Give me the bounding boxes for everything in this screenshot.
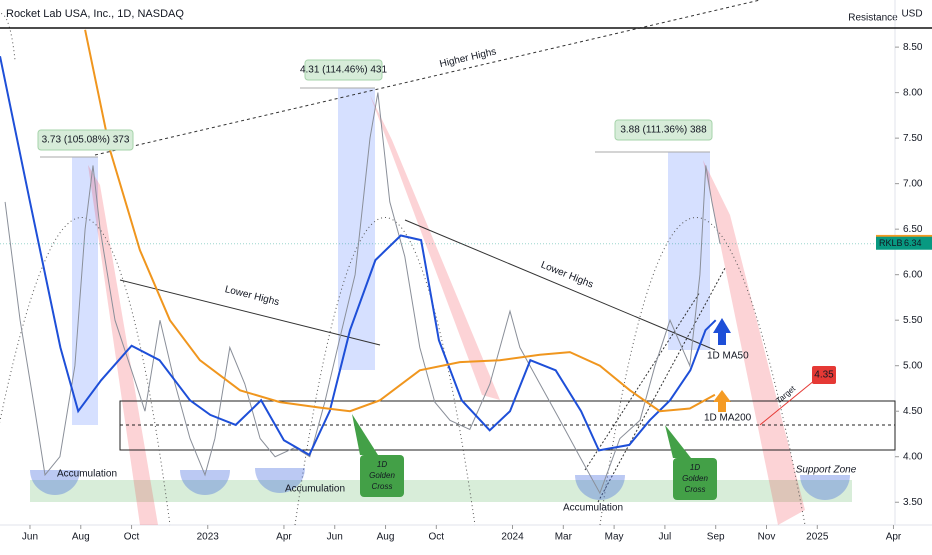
accumulation-bowl	[180, 470, 230, 495]
target-value: 4.35	[814, 370, 834, 381]
y-tick-label: 6.00	[903, 269, 923, 280]
accumulation-bowl	[575, 475, 625, 500]
x-tick-label: Aug	[377, 532, 395, 543]
moving-average	[0, 55, 717, 457]
last-price-badge-label: RKLB	[879, 238, 903, 248]
golden-cross-callout	[352, 414, 378, 455]
x-tick-label: May	[605, 532, 624, 543]
channel-line	[597, 267, 726, 503]
golden-cross-text: Cross	[685, 485, 706, 494]
accumulation-label: Accumulation	[563, 503, 623, 514]
ma50-arrow	[713, 318, 731, 345]
golden-cross-text: Cross	[372, 482, 393, 491]
accumulation-bowl	[800, 475, 850, 500]
rally-box	[338, 88, 375, 370]
y-tick-label: 8.50	[903, 42, 923, 53]
lower-highs-line	[404, 219, 716, 351]
ma50-label: 1D MA50	[707, 351, 749, 362]
decline-zone	[703, 160, 805, 525]
x-tick-label: Aug	[72, 532, 90, 543]
last-price-badge-value: 6.34	[904, 238, 922, 248]
cycle-arc	[0, 12, 16, 61]
x-tick-label: 2023	[197, 532, 220, 543]
y-tick-label: 7.50	[903, 133, 923, 144]
x-tick-label: Jun	[22, 532, 38, 543]
y-tick-label: 3.50	[903, 497, 923, 508]
x-tick-label: Oct	[429, 532, 445, 543]
x-tick-label: Jun	[327, 532, 343, 543]
y-tick-label: 6.50	[903, 224, 923, 235]
channel-line	[584, 291, 701, 471]
x-tick-label: 2024	[501, 532, 524, 543]
golden-cross-text: Golden	[682, 474, 708, 483]
y-tick-label: 5.50	[903, 315, 923, 326]
decline-zone	[370, 95, 500, 400]
y-tick-label: 7.00	[903, 178, 923, 189]
rally-box	[668, 152, 710, 350]
accumulation-bowl	[255, 468, 305, 493]
x-tick-label: Jul	[659, 532, 672, 543]
accumulation-label: Accumulation	[57, 469, 117, 480]
golden-cross-text: 1D	[377, 460, 387, 469]
ma200-label: 1D MA200	[704, 413, 752, 424]
target-badge	[812, 366, 836, 384]
rally-text: 3.73 (105.08%) 373	[42, 135, 130, 146]
x-tick-label: Oct	[124, 532, 140, 543]
rally-box	[72, 157, 98, 425]
rally-text: 4.31 (114.46%) 431	[300, 65, 388, 76]
x-tick-label: 2025	[806, 532, 829, 543]
golden-cross-text: Golden	[369, 471, 395, 480]
currency: USD	[901, 9, 922, 20]
lower-highs-line	[119, 279, 381, 346]
rally-text: 3.88 (111.36%) 388	[620, 125, 707, 136]
rally-tag	[614, 119, 713, 141]
moving-average	[84, 29, 716, 413]
x-tick-label: Sep	[707, 532, 725, 543]
golden-cross-callout	[665, 425, 691, 458]
golden-cross-box	[360, 455, 404, 497]
y-tick-label: 4.50	[903, 406, 923, 417]
y-tick-label: 8.00	[903, 87, 923, 98]
golden-cross-box	[673, 458, 717, 500]
x-tick-label: Apr	[886, 532, 902, 543]
accumulation-label: Accumulation	[285, 484, 345, 495]
x-tick-label: Apr	[276, 532, 292, 543]
y-tick-label: 4.00	[903, 451, 923, 462]
support-label: Support Zone	[796, 465, 857, 476]
x-tick-label: Mar	[555, 532, 573, 543]
chart-title: Rocket Lab USA, Inc., 1D, NASDAQ	[6, 8, 184, 20]
golden-cross-text: 1D	[690, 463, 700, 472]
y-tick-label: 5.00	[903, 360, 923, 371]
rally-tag	[304, 59, 383, 81]
ma200-arrow	[713, 390, 731, 412]
x-tick-label: Nov	[758, 532, 776, 543]
support-zone	[30, 480, 852, 502]
rally-tag	[37, 129, 134, 151]
last-price-badge	[876, 236, 932, 250]
target-line	[759, 379, 816, 426]
accumulation-bowl	[30, 470, 80, 495]
resistance-label: Resistance	[848, 13, 898, 24]
